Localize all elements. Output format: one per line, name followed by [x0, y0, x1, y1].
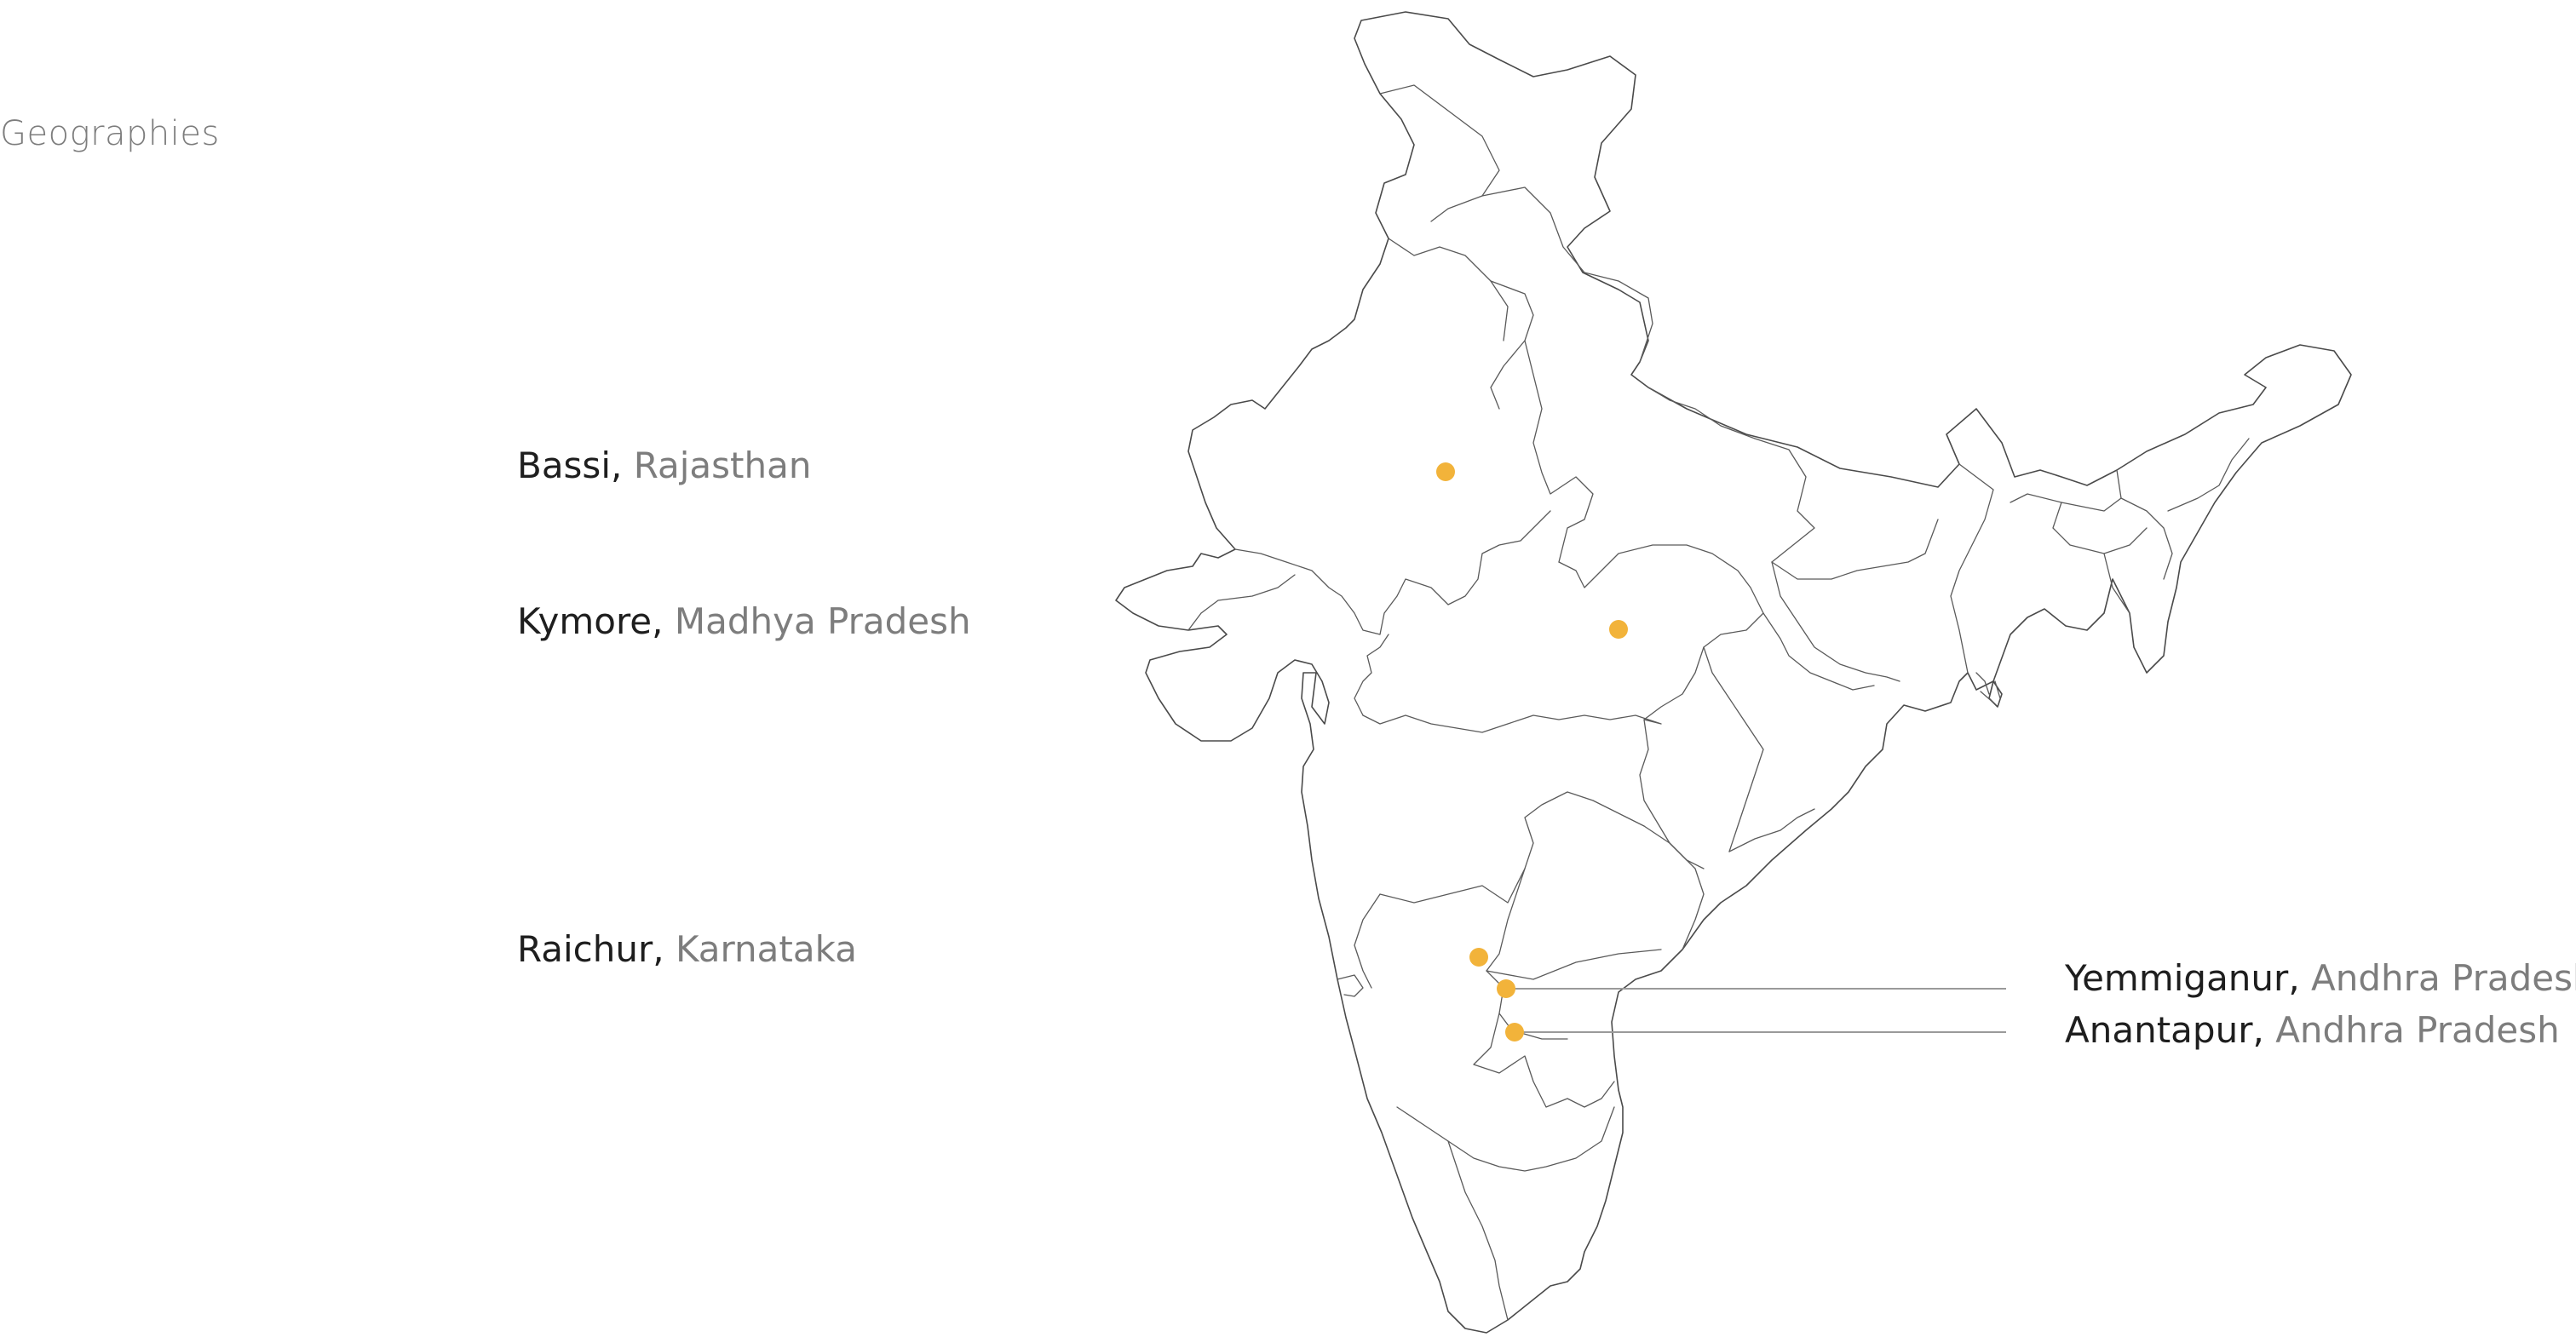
state-name: Andhra Pradesh [2275, 1009, 2560, 1051]
state-name: Rajasthan [633, 445, 812, 486]
location-markers [1436, 462, 1628, 1041]
label-separator: , [610, 445, 623, 486]
marker-kymore[interactable] [1609, 620, 1628, 639]
label-separator: , [2252, 1009, 2264, 1051]
marker-bassi[interactable] [1436, 462, 1455, 481]
location-label-yemmiganur: Yemmiganur, Andhra Pradesh [2065, 961, 2576, 996]
town-name: Raichur [517, 928, 653, 970]
label-separator: , [2288, 957, 2300, 999]
location-label-bassi: Bassi, Rajasthan [517, 448, 811, 484]
leader-lines [1506, 988, 2006, 1033]
india-outline [1115, 11, 2352, 1334]
state-borders [1187, 84, 2250, 1321]
location-label-kymore: Kymore, Madhya Pradesh [517, 604, 971, 640]
location-label-raichur: Raichur, Karnataka [517, 932, 857, 967]
state-name: Andhra Pradesh [2311, 957, 2576, 999]
marker-raichur[interactable] [1469, 948, 1488, 967]
label-separator: , [652, 600, 664, 642]
state-name: Karnataka [675, 928, 857, 970]
label-separator: , [653, 928, 664, 970]
location-label-anantapur: Anantapur, Andhra Pradesh [2065, 1013, 2560, 1048]
section-title: Geographies [0, 114, 220, 153]
state-name: Madhya Pradesh [674, 600, 971, 642]
marker-yemmiganur[interactable] [1497, 979, 1515, 998]
town-name: Kymore [517, 600, 653, 642]
marker-anantapur[interactable] [1505, 1023, 1524, 1041]
town-name: Bassi [517, 445, 611, 486]
town-name: Anantapur [2065, 1009, 2253, 1051]
town-name: Yemmiganur [2065, 957, 2289, 999]
